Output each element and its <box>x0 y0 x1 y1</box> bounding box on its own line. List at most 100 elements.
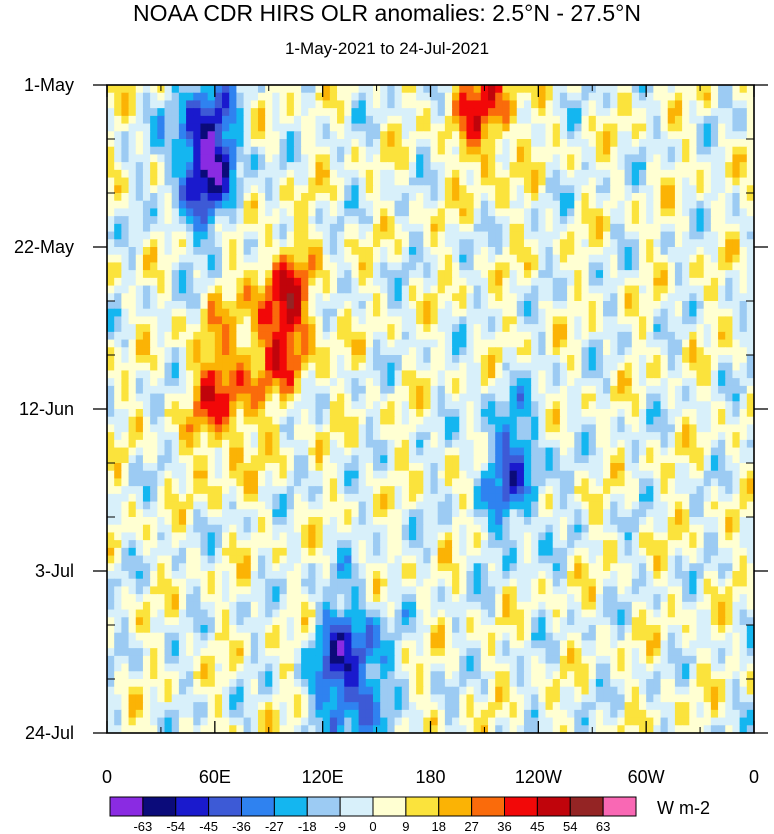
field-cell <box>222 493 230 503</box>
field-cell <box>394 339 403 348</box>
field-cell <box>624 247 633 256</box>
field-cell <box>595 200 604 210</box>
field-cell <box>344 131 353 140</box>
field-cell <box>344 463 353 472</box>
field-cell <box>531 208 539 217</box>
field-cell <box>408 432 417 441</box>
field-cell <box>351 509 360 518</box>
field-cell <box>186 439 194 449</box>
field-cell <box>387 177 396 186</box>
field-cell <box>646 85 654 94</box>
field-cell <box>430 247 439 256</box>
field-cell <box>265 378 273 387</box>
field-cell <box>509 277 518 287</box>
field-cell <box>495 486 503 495</box>
field-cell <box>682 154 690 163</box>
field-cell <box>466 247 475 256</box>
field-cell <box>689 308 698 318</box>
field-cell <box>293 401 302 410</box>
field-cell <box>358 208 367 217</box>
field-cell <box>200 493 209 503</box>
field-cell <box>502 347 511 356</box>
field-cell <box>660 169 669 179</box>
field-cell <box>329 270 338 279</box>
field-cell <box>444 463 453 472</box>
field-cell <box>739 185 748 194</box>
field-cell <box>523 501 532 510</box>
field-cell <box>365 277 374 287</box>
field-cell <box>718 416 726 426</box>
field-cell <box>171 193 180 202</box>
field-cell <box>574 424 583 433</box>
field-cell <box>624 455 633 464</box>
field-cell <box>588 455 597 464</box>
field-cell <box>150 92 158 102</box>
field-cell <box>301 316 309 325</box>
field-cell <box>128 154 137 163</box>
field-cell <box>631 177 640 186</box>
field-cell <box>394 115 403 125</box>
field-cell <box>667 277 676 287</box>
field-cell <box>121 339 130 348</box>
field-cell <box>214 200 223 210</box>
field-cell <box>301 339 309 348</box>
field-cell <box>214 493 223 503</box>
field-cell <box>416 362 424 372</box>
field-cell <box>186 277 194 287</box>
field-cell <box>653 370 662 379</box>
field-cell <box>114 493 122 503</box>
field-cell <box>437 293 446 302</box>
field-cell <box>610 115 619 125</box>
field-cell <box>401 169 410 179</box>
field-cell <box>207 362 216 372</box>
field-cell <box>394 470 403 480</box>
field-cell <box>365 486 374 495</box>
field-cell <box>732 401 741 410</box>
field-cell <box>351 447 360 456</box>
field-cell <box>631 169 640 179</box>
field-cell <box>588 146 597 156</box>
field-cell <box>725 324 734 333</box>
field-cell <box>588 378 597 387</box>
field-cell <box>444 146 453 156</box>
field-cell <box>164 509 173 518</box>
field-cell <box>372 169 381 179</box>
field-cell <box>696 108 705 117</box>
field-cell <box>178 162 187 171</box>
field-cell <box>337 447 345 456</box>
field-cell <box>114 154 122 163</box>
field-cell <box>653 424 662 433</box>
field-cell <box>243 162 252 171</box>
field-cell <box>128 239 137 248</box>
field-cell <box>214 247 223 256</box>
field-cell <box>531 362 539 372</box>
field-cell <box>631 200 640 210</box>
field-cell <box>200 432 209 441</box>
field-cell <box>380 146 388 156</box>
field-cell <box>502 223 511 233</box>
field-cell <box>229 131 237 140</box>
field-cell <box>186 455 194 464</box>
field-cell <box>142 208 151 217</box>
field-cell <box>732 316 741 325</box>
field-cell <box>243 331 252 341</box>
field-cell <box>631 162 640 171</box>
field-cell <box>696 432 705 441</box>
field-cell <box>243 200 252 210</box>
field-cell <box>638 85 647 94</box>
field-cell <box>408 277 417 287</box>
field-cell <box>523 432 532 441</box>
field-cell <box>459 378 468 387</box>
field-cell <box>243 185 252 194</box>
field-cell <box>416 493 424 503</box>
field-cell <box>358 331 367 341</box>
field-cell <box>488 270 496 279</box>
field-cell <box>164 115 173 125</box>
field-cell <box>545 262 554 271</box>
field-cell <box>222 162 230 171</box>
field-cell <box>437 501 446 510</box>
field-cell <box>272 331 281 341</box>
field-cell <box>171 185 180 194</box>
field-cell <box>207 486 216 495</box>
field-cell <box>653 385 662 395</box>
